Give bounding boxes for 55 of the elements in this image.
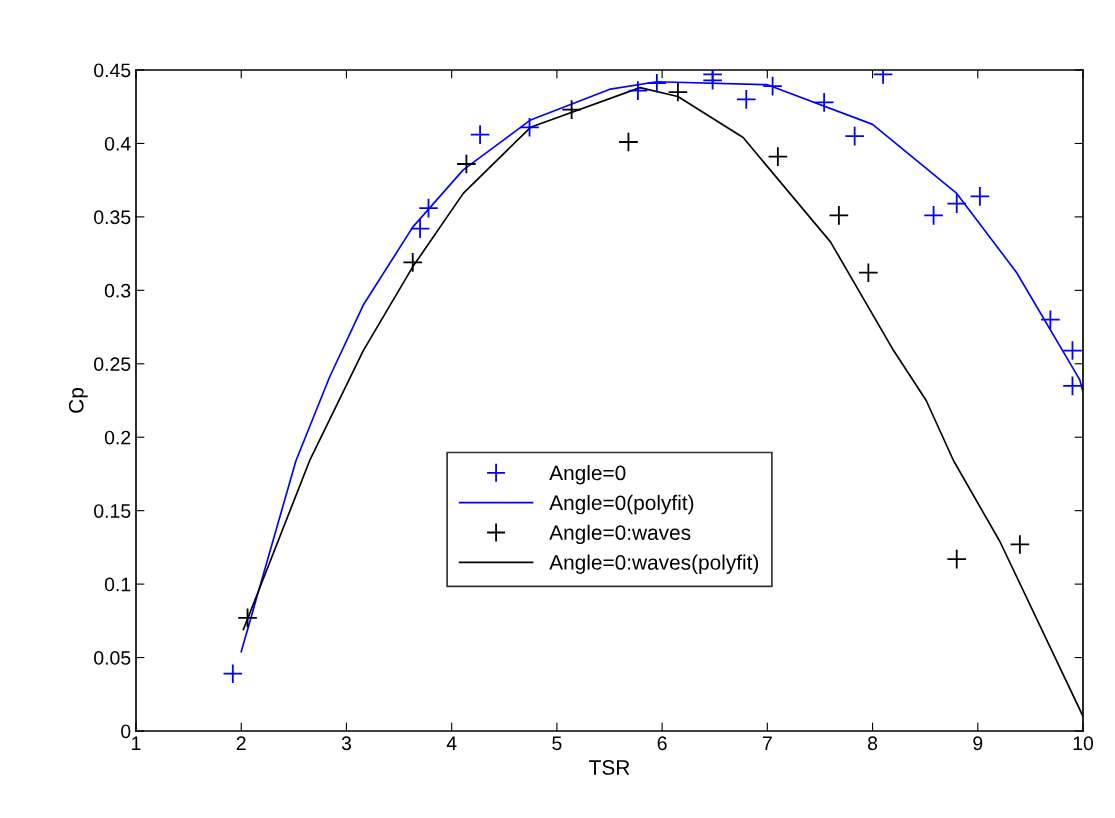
y-axis-title: Cp [68, 388, 88, 413]
point [409, 218, 431, 239]
point [469, 124, 491, 145]
y-tick-label: 0.3 [104, 283, 131, 298]
point [844, 125, 865, 147]
point [767, 146, 789, 167]
point [519, 117, 540, 138]
point [402, 252, 423, 273]
y-tick-label: 0.35 [94, 210, 131, 225]
point [1040, 309, 1061, 330]
point [858, 262, 879, 283]
x-tick-label: 2 [236, 736, 246, 750]
point [813, 92, 835, 113]
legend-label: Angle=0(polyfit) [549, 494, 694, 515]
x-tick-label: 3 [341, 736, 351, 751]
point [946, 193, 967, 214]
x-tick-label: 4 [446, 736, 457, 750]
point [222, 663, 244, 684]
point [1062, 375, 1083, 397]
point [1009, 534, 1031, 555]
y-tick-label: 0.45 [94, 63, 131, 78]
x-tick-label: 10 [1073, 736, 1094, 751]
point [646, 72, 668, 94]
point [1062, 340, 1083, 361]
point [418, 197, 439, 219]
point [561, 99, 582, 120]
legend-label: Angle=0 [549, 465, 626, 485]
point [736, 89, 757, 110]
x-axis-title: TSR [589, 760, 630, 775]
y-tick-label: 0.1 [104, 577, 131, 592]
y-tick-label: 0.4 [104, 136, 131, 151]
x-tick-label: 5 [552, 736, 562, 751]
point [969, 186, 991, 207]
point [828, 205, 850, 226]
point [923, 205, 944, 226]
legend-label: Angle=0:waves(polyfit) [549, 554, 759, 574]
point [762, 75, 783, 97]
x-tick-label: 6 [657, 736, 667, 751]
point [946, 548, 967, 570]
y-tick-label: 0.25 [94, 357, 131, 372]
legend-label: Angle=0:waves [549, 524, 691, 545]
y-tick-label: 0.2 [104, 430, 131, 445]
point [667, 81, 689, 103]
point [627, 80, 649, 101]
point [237, 607, 258, 629]
x-tick-label: 1 [132, 736, 141, 750]
x-tick-label: 9 [973, 736, 983, 751]
y-tick-label: 0 [121, 724, 131, 739]
y-tick-label: 0.05 [94, 651, 131, 665]
x-tick-label: 8 [867, 736, 878, 751]
point [702, 70, 723, 91]
x-tick-label: 7 [762, 736, 772, 750]
point [618, 131, 639, 153]
y-tick-label: 0.15 [94, 504, 131, 518]
point [456, 153, 477, 175]
